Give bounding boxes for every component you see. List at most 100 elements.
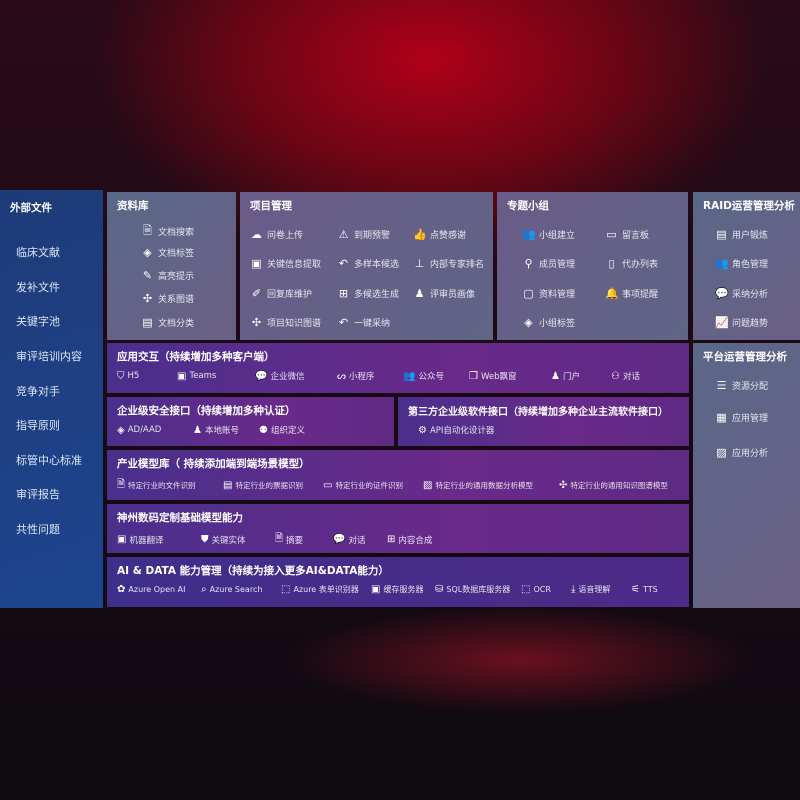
bbs-icon: ▭ bbox=[606, 228, 617, 241]
base-item[interactable]: ▣ 机器翻译 bbox=[117, 531, 201, 548]
ai-item[interactable]: ⚟ TTS bbox=[631, 584, 658, 595]
raid-item[interactable]: 👥 角色管理 bbox=[715, 257, 768, 270]
ai-item[interactable]: ⬚ OCR bbox=[521, 584, 571, 595]
item-label: 内部专家排名 bbox=[430, 260, 485, 270]
library-item[interactable]: ✎ 高亮提示 bbox=[141, 269, 194, 282]
base-item[interactable]: ⛊ 关键实体 bbox=[201, 531, 275, 548]
security-item[interactable]: ♟ 本地账号 bbox=[193, 424, 259, 437]
ai-item[interactable]: ▣ 缓存服务器 bbox=[371, 584, 435, 595]
group-item[interactable]: 🔔 事项提醒 bbox=[605, 287, 658, 300]
project-item[interactable]: ⊥ 内部专家排名 bbox=[413, 257, 484, 270]
industry-item[interactable]: ▭ 特定行业的证件识别 bbox=[323, 477, 423, 494]
item-label: 企业微信 bbox=[270, 372, 305, 382]
platform-title: 平台运营管理分析 bbox=[703, 351, 787, 363]
project-item[interactable]: ☁ 问卷上传 bbox=[250, 228, 303, 241]
item-label: Web飘窗 bbox=[480, 372, 517, 382]
puzzle-icon: ⊞ bbox=[338, 287, 349, 300]
security-item[interactable]: ◈ AD/AAD bbox=[117, 424, 193, 436]
project-item[interactable]: ♟ 评审员画像 bbox=[413, 287, 475, 300]
app-item[interactable]: 👥 公众号 bbox=[403, 370, 469, 383]
platform-item[interactable]: ☰ 资源分配 bbox=[715, 379, 768, 392]
ai-item[interactable]: ✿ Azure Open AI bbox=[117, 584, 201, 595]
project-item[interactable]: ⚠ 到期预警 bbox=[337, 228, 390, 241]
app-item[interactable]: ❐ Web飘窗 bbox=[469, 370, 551, 383]
database-icon: ⛁ bbox=[435, 584, 444, 595]
sidebar-item[interactable]: 共性问题 bbox=[16, 523, 60, 536]
sidebar-item[interactable]: 发补文件 bbox=[16, 281, 60, 294]
sidebar-item[interactable]: 审评报告 bbox=[16, 488, 60, 501]
app-item[interactable]: ⚇ 对话 bbox=[611, 370, 640, 383]
ai-item[interactable]: ⤓ 语音理解 bbox=[571, 584, 631, 595]
base-item[interactable]: 🗎 摘要 bbox=[275, 531, 333, 548]
sidebar-item[interactable]: 竞争对手 bbox=[16, 385, 60, 398]
item-label: 高亮提示 bbox=[158, 272, 195, 282]
app-item[interactable]: ⛉ H5 bbox=[117, 370, 177, 382]
users-icon: 👥 bbox=[715, 257, 729, 270]
platform-item[interactable]: ▨ 应用分析 bbox=[715, 446, 768, 459]
item-label: 事项提醒 bbox=[622, 290, 659, 300]
ai-item[interactable]: ⌕ Azure Search bbox=[201, 584, 281, 595]
app-item[interactable]: ▣ Teams bbox=[177, 370, 255, 382]
item-label: SQL数据库服务器 bbox=[446, 585, 511, 594]
base-item[interactable]: ⊞ 内容合成 bbox=[387, 531, 432, 548]
app-item[interactable]: ᔕ 小程序 bbox=[337, 370, 403, 383]
library-item[interactable]: ✣ 关系图谱 bbox=[141, 292, 194, 305]
item-label: 关键信息提取 bbox=[267, 260, 322, 270]
sidebar-item[interactable]: 审评培训内容 bbox=[16, 350, 82, 363]
item-label: Azure Open AI bbox=[128, 585, 186, 594]
third-party-item[interactable]: ⚙ API自动化设计器 bbox=[418, 424, 495, 437]
industry-item[interactable]: ✣ 特定行业的通用知识图谱模型 bbox=[559, 477, 668, 494]
group-item[interactable]: ▯ 代办列表 bbox=[605, 257, 658, 270]
base-item[interactable]: 💬 对话 bbox=[333, 531, 387, 548]
item-label: Azure Search bbox=[209, 585, 263, 594]
project-item[interactable]: 👍 点赞感谢 bbox=[413, 228, 466, 241]
item-label: 特定行业的证件识别 bbox=[335, 481, 403, 490]
group-item[interactable]: ◈ 小组标签 bbox=[522, 316, 575, 329]
sidebar-item[interactable]: 指导原则 bbox=[16, 419, 60, 432]
project-item[interactable]: ✣ 项目知识图谱 bbox=[250, 316, 321, 329]
raid-title: RAID运营管理分析 bbox=[703, 200, 795, 212]
group-item[interactable]: 👥 小组建立 bbox=[522, 228, 575, 241]
app-interaction-panel: 应用交互（持续增加多种客户端） ⛉ H5 ▣ Teams 💬 企业微信 ᔕ 小程序 👥 公… bbox=[107, 343, 689, 393]
library-item[interactable]: 🗎 文档搜索 bbox=[141, 222, 194, 241]
library-item[interactable]: ◈ 文档标签 bbox=[141, 246, 194, 259]
sidebar-title: 外部文件 bbox=[10, 202, 52, 214]
item-label: 文档标签 bbox=[158, 249, 195, 259]
platform-item[interactable]: ▦ 应用管理 bbox=[715, 411, 768, 424]
ai-item[interactable]: ⬚ Azure 表单识别器 bbox=[281, 584, 371, 595]
ai-item[interactable]: ⛁ SQL数据库服务器 bbox=[435, 584, 521, 595]
tag-icon: ◈ bbox=[524, 316, 533, 329]
sidebar-item[interactable]: 临床文献 bbox=[16, 246, 60, 259]
app-item[interactable]: ♟ 门户 bbox=[551, 370, 611, 383]
group-item[interactable]: ▭ 留言板 bbox=[605, 228, 649, 241]
raid-item[interactable]: 📈 问题趋势 bbox=[715, 316, 768, 329]
teams-icon: ▣ bbox=[177, 370, 187, 382]
raid-item[interactable]: 💬 采纳分析 bbox=[715, 287, 768, 300]
industry-item[interactable]: ▨ 特定行业的通用数据分析模型 bbox=[423, 477, 559, 494]
qa-icon: 💬 bbox=[715, 287, 729, 300]
project-item[interactable]: ▣ 关键信息提取 bbox=[250, 257, 321, 270]
file-search-icon: 🗎 bbox=[143, 224, 152, 237]
group-item[interactable]: ⚲ 成员管理 bbox=[522, 257, 575, 270]
library-item[interactable]: ▤ 文档分类 bbox=[141, 316, 194, 329]
industry-item[interactable]: 🗎 特定行业的文件识别 bbox=[117, 477, 223, 494]
app-item[interactable]: 💬 企业微信 bbox=[255, 370, 337, 383]
group-item[interactable]: ▢ 资料管理 bbox=[522, 287, 575, 300]
project-item[interactable]: ✐ 回复库维护 bbox=[250, 287, 312, 300]
project-item[interactable]: ↶ 多样本候选 bbox=[337, 257, 399, 270]
security-item[interactable]: ⚉ 组织定义 bbox=[259, 424, 305, 437]
item-label: 文档分类 bbox=[158, 319, 195, 329]
project-item[interactable]: ↶ 一键采纳 bbox=[337, 316, 390, 329]
item-label: 资源分配 bbox=[732, 382, 769, 392]
window-icon: ❐ bbox=[469, 370, 478, 382]
reply-icon: ↶ bbox=[338, 257, 349, 270]
item-label: 采纳分析 bbox=[732, 290, 769, 300]
sidebar-item[interactable]: 标管中心标准 bbox=[16, 454, 82, 467]
raid-item[interactable]: ▤ 用户锻炼 bbox=[715, 228, 768, 241]
pen-icon: ✎ bbox=[142, 269, 153, 282]
industry-item[interactable]: ▤ 特定行业的票据识别 bbox=[223, 477, 323, 494]
item-label: API自动化设计器 bbox=[429, 426, 495, 436]
sidebar-item[interactable]: 关键字池 bbox=[16, 315, 60, 328]
project-item[interactable]: ⊞ 多候选生成 bbox=[337, 287, 399, 300]
user-icon: ♟ bbox=[193, 424, 202, 436]
